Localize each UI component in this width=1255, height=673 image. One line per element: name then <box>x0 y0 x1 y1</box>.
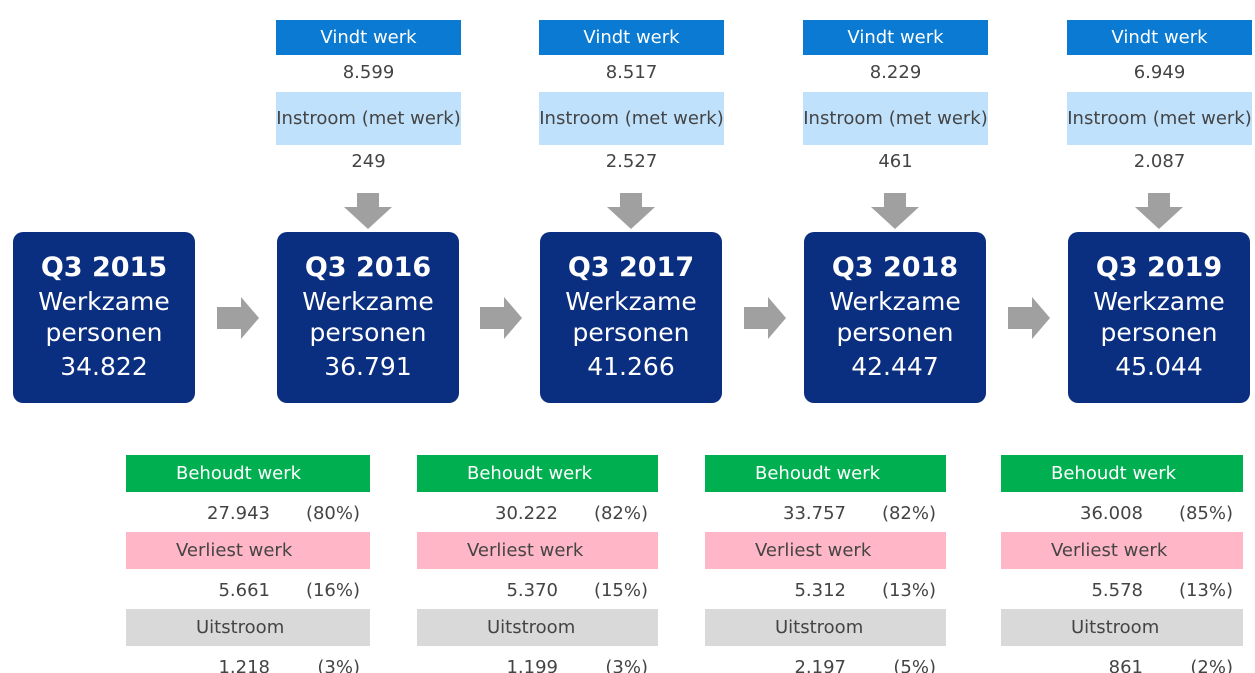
period-box: Q3 2017 Werkzame personen 41.266 <box>540 232 722 403</box>
loses-header: Verliest werk <box>705 532 946 569</box>
exits-header: Uitstroom <box>705 609 946 646</box>
value: 36.791 <box>324 351 412 381</box>
keeps-header: Behoudt werk <box>417 455 658 492</box>
loses-pct: (15%) <box>593 580 648 601</box>
keeps-header: Behoudt werk <box>126 455 370 492</box>
period-box: Q3 2016 Werkzame personen 36.791 <box>277 232 459 403</box>
loses-header: Verliest werk <box>126 532 370 569</box>
inflow-value: 249 <box>351 151 386 172</box>
label: Werkzame personen <box>302 286 434 347</box>
finds-work-value: 8.229 <box>869 62 922 83</box>
keeps-value: 36.008 <box>1080 503 1143 524</box>
loses-value: 5.370 <box>506 580 558 601</box>
exits-value: 1.199 <box>506 657 558 673</box>
keeps-pct: (82%) <box>881 503 936 524</box>
finds-work-value: 8.599 <box>342 62 395 83</box>
keeps-header: Behoudt werk <box>1001 455 1243 492</box>
exits-header: Uitstroom <box>126 609 370 646</box>
inflow-header: Instroom (met werk) <box>1067 92 1252 145</box>
loses-header: Verliest werk <box>417 532 658 569</box>
keeps-pct: (85%) <box>1178 503 1233 524</box>
keeps-pct: (82%) <box>593 503 648 524</box>
label: Werkzame personen <box>829 286 961 347</box>
keeps-pct: (80%) <box>305 503 360 524</box>
quarter: Q3 2019 <box>1095 251 1223 283</box>
finds-work-header: Vindt werk <box>1067 20 1252 55</box>
label: Werkzame personen <box>565 286 697 347</box>
inflow-header: Instroom (met werk) <box>803 92 988 145</box>
exits-value: 861 <box>1108 657 1143 673</box>
loses-header: Verliest werk <box>1001 532 1243 569</box>
finds-work-header: Vindt werk <box>539 20 724 55</box>
inflow-value: 461 <box>878 151 913 172</box>
loses-value: 5.578 <box>1091 580 1143 601</box>
period-box: Q3 2019 Werkzame personen 45.044 <box>1068 232 1250 403</box>
loses-pct: (13%) <box>1178 580 1233 601</box>
arrow <box>744 297 786 339</box>
loses-pct: (16%) <box>305 580 360 601</box>
arrow <box>607 193 655 229</box>
quarter: Q3 2018 <box>831 251 959 283</box>
loses-pct: (13%) <box>881 580 936 601</box>
loses-value: 5.312 <box>794 580 846 601</box>
value: 45.044 <box>1115 351 1203 381</box>
finds-work-value: 6.949 <box>1133 62 1186 83</box>
exits-pct: (3%) <box>317 657 360 673</box>
label: Werkzame personen <box>38 286 170 347</box>
period-box: Q3 2018 Werkzame personen 42.447 <box>804 232 986 403</box>
value: 42.447 <box>851 351 939 381</box>
exits-header: Uitstroom <box>417 609 658 646</box>
keeps-header: Behoudt werk <box>705 455 946 492</box>
arrow <box>344 193 392 229</box>
value: 41.266 <box>587 351 675 381</box>
exits-pct: (2%) <box>1190 657 1233 673</box>
loses-value: 5.661 <box>218 580 270 601</box>
quarter: Q3 2016 <box>304 251 432 283</box>
value: 34.822 <box>60 351 148 381</box>
inflow-header: Instroom (met werk) <box>276 92 461 145</box>
arrow <box>1135 193 1183 229</box>
exits-value: 2.197 <box>794 657 846 673</box>
keeps-value: 30.222 <box>495 503 558 524</box>
finds-work-header: Vindt werk <box>276 20 461 55</box>
arrow <box>871 193 919 229</box>
arrow <box>480 297 522 339</box>
exits-header: Uitstroom <box>1001 609 1243 646</box>
exits-pct: (3%) <box>605 657 648 673</box>
inflow-value: 2.087 <box>1133 151 1186 172</box>
arrow <box>217 297 259 339</box>
finds-work-header: Vindt werk <box>803 20 988 55</box>
inflow-header: Instroom (met werk) <box>539 92 724 145</box>
quarter: Q3 2017 <box>567 251 695 283</box>
exits-pct: (5%) <box>893 657 936 673</box>
exits-value: 1.218 <box>218 657 270 673</box>
period-box: Q3 2015 Werkzame personen 34.822 <box>13 232 195 403</box>
quarter: Q3 2015 <box>40 251 168 283</box>
finds-work-value: 8.517 <box>605 62 658 83</box>
keeps-value: 27.943 <box>207 503 270 524</box>
label: Werkzame personen <box>1093 286 1225 347</box>
keeps-value: 33.757 <box>783 503 846 524</box>
inflow-value: 2.527 <box>605 151 658 172</box>
arrow <box>1008 297 1050 339</box>
